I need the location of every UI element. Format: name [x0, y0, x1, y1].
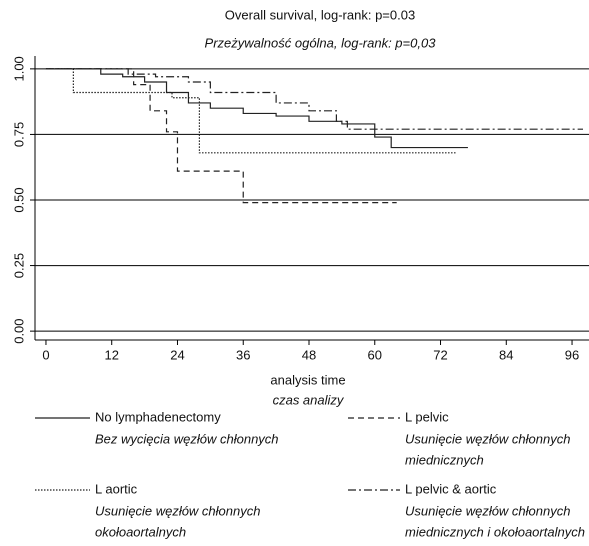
x-tick-label: 12	[104, 347, 118, 362]
legend-description: Bez wycięcia węzłów chłonnych	[95, 431, 279, 446]
y-tick-label: 0.25	[11, 253, 26, 278]
survival-curve	[45, 68, 468, 149]
chart-subtitle: Przeżywalność ogólna, log-rank: p=0,03	[205, 35, 437, 50]
survival-curve	[45, 68, 397, 204]
legend-description: Usunięcie węzłów chłonnych	[95, 503, 260, 518]
legend-description: Usunięcie węzłów chłonnych	[405, 503, 570, 518]
legend-description: miednicznych i okołoaortalnych	[405, 524, 585, 539]
x-axis-label: analysis time	[270, 372, 345, 387]
y-tick-label: 0.50	[11, 187, 26, 212]
y-tick-label: 0.00	[11, 318, 26, 343]
survival-curve	[45, 68, 583, 130]
legend-description: Usunięcie węzłów chłonnych	[405, 431, 570, 446]
y-tick-label: 0.75	[11, 122, 26, 147]
legend-label: L pelvic & aortic	[405, 481, 497, 496]
x-tick-label: 48	[302, 347, 316, 362]
x-tick-label: 72	[433, 347, 447, 362]
x-tick-label: 24	[170, 347, 184, 362]
chart-title: Overall survival, log-rank: p=0.03	[225, 7, 415, 22]
legend-label: L aortic	[95, 481, 138, 496]
x-axis-label-2: czas analizy	[273, 392, 345, 407]
legend-label: L pelvic	[405, 409, 449, 424]
x-tick-label: 36	[236, 347, 250, 362]
legend-description: okołoaortalnych	[95, 524, 186, 539]
x-tick-label: 0	[42, 347, 49, 362]
x-tick-label: 60	[368, 347, 382, 362]
y-tick-label: 1.00	[11, 56, 26, 81]
legend-description: miednicznych	[405, 452, 484, 467]
x-tick-label: 96	[565, 347, 579, 362]
survival-curve	[45, 68, 457, 154]
x-tick-label: 84	[499, 347, 513, 362]
legend-label: No lymphadenectomy	[95, 409, 221, 424]
